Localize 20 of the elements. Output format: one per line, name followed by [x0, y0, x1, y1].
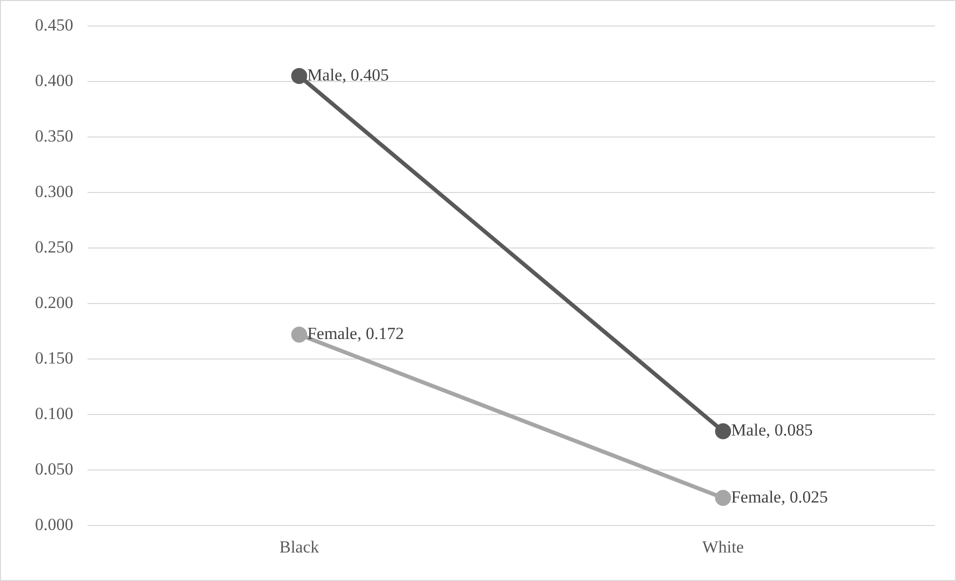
data-label: Male, 0.085: [731, 420, 813, 440]
y-tick-label: 0.200: [35, 293, 74, 312]
point: [715, 490, 732, 506]
point: [291, 68, 308, 84]
x-tick-label: White: [702, 537, 744, 556]
y-tick-label: 0.000: [35, 515, 74, 534]
y-tick-label: 0.100: [35, 404, 74, 424]
y-tick-label: 0.050: [35, 460, 74, 479]
point: [291, 326, 308, 343]
data-label: Female, 0.025: [731, 487, 828, 506]
y-tick-label: 0.250: [35, 238, 74, 257]
y-tick-label: 0.150: [35, 348, 74, 368]
y-tick-label: 0.400: [35, 70, 74, 90]
data-label: Male, 0.405: [307, 65, 389, 84]
point: [715, 423, 732, 440]
data-label: Female, 0.172: [307, 324, 404, 344]
y-tick-label: 0.350: [35, 126, 74, 146]
x-tick-label: Black: [279, 537, 320, 556]
y-tick-label: 0.300: [35, 182, 74, 201]
y-tick-label: 0.450: [35, 15, 74, 34]
